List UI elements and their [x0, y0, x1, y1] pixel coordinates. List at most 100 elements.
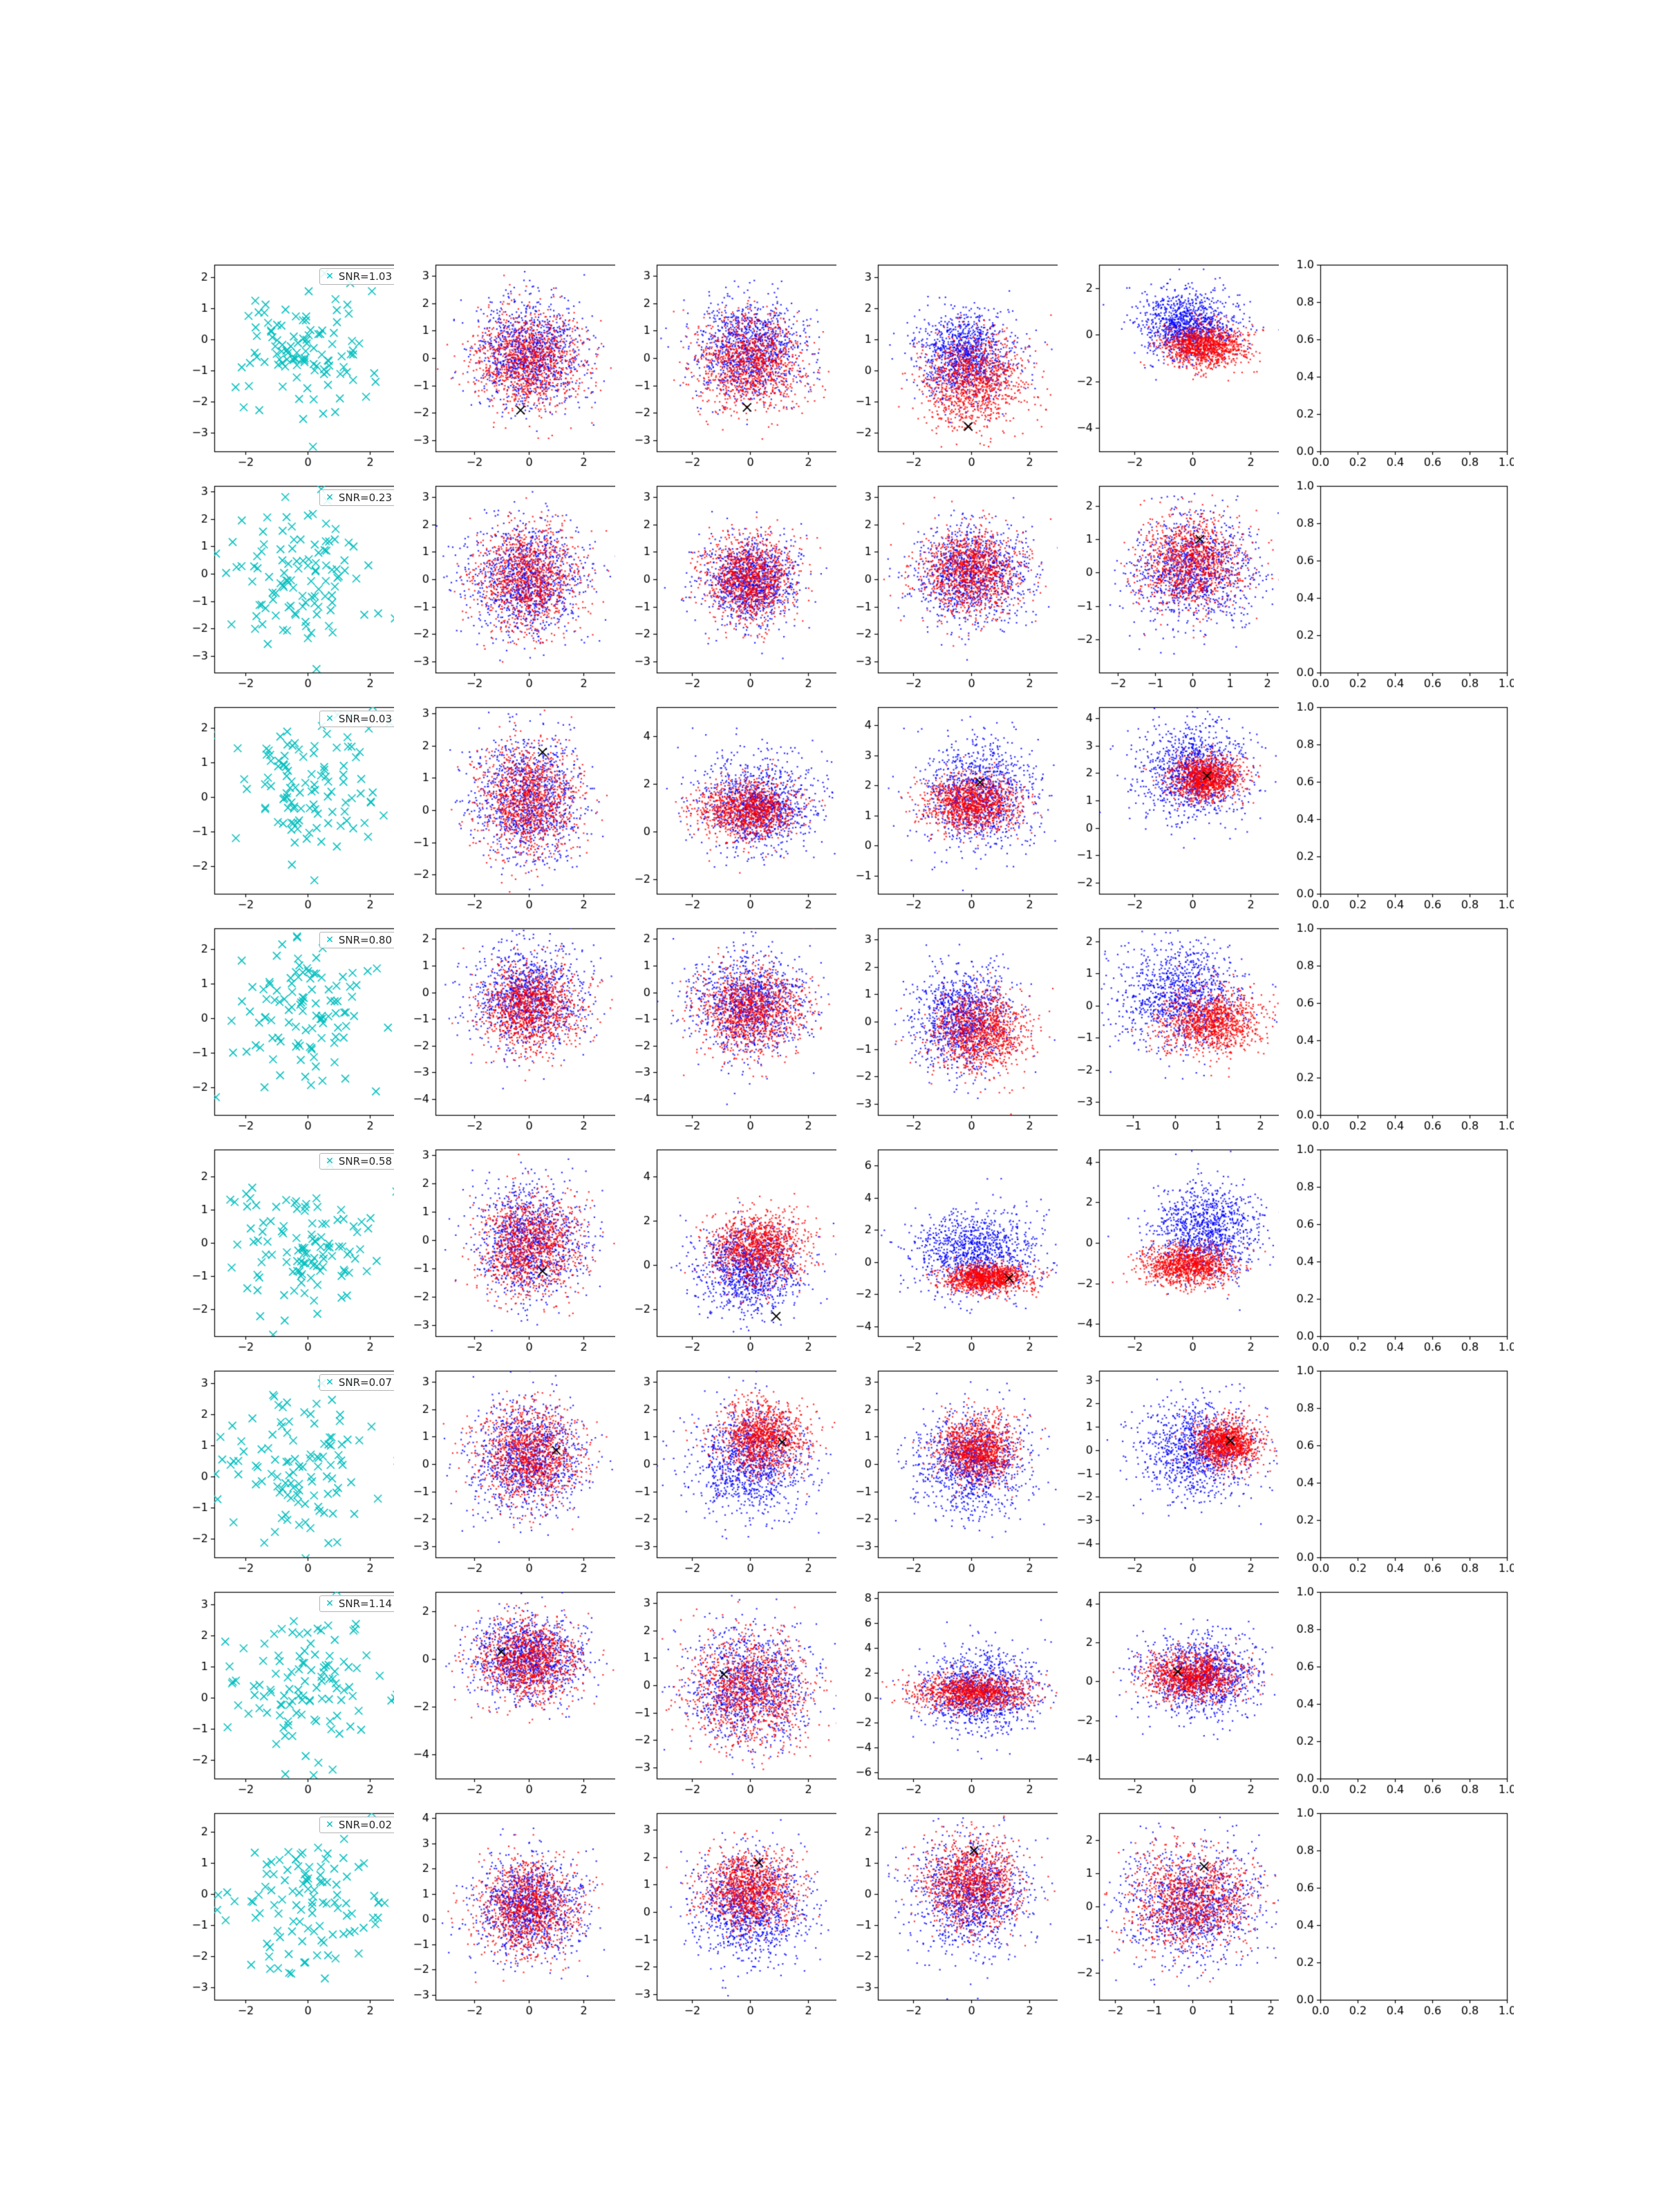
plot-canvas — [615, 1582, 850, 1806]
subplot-r1c3 — [615, 254, 850, 479]
plot-canvas — [1279, 918, 1514, 1143]
subplot-r8c6 — [1279, 1803, 1514, 2027]
plot-canvas — [1279, 1582, 1514, 1806]
legend-x-marker-icon: ✕ — [326, 271, 334, 282]
subplot-r5c1: ✕ SNR=0.58 — [173, 1139, 408, 1364]
legend-x-marker-icon: ✕ — [326, 492, 334, 503]
legend-label: SNR=0.03 — [338, 713, 392, 725]
legend-label: SNR=0.80 — [338, 934, 392, 946]
plot-canvas — [836, 1803, 1071, 2027]
subplot-r6c6 — [1279, 1360, 1514, 1585]
legend-x-marker-icon: ✕ — [326, 1598, 334, 1609]
legend-x-marker-icon: ✕ — [326, 1377, 334, 1388]
legend-x-marker-icon: ✕ — [326, 713, 334, 724]
subplot-r7c2 — [394, 1582, 629, 1806]
subplot-r1c1: ✕ SNR=1.03 — [173, 254, 408, 479]
plot-canvas — [615, 697, 850, 921]
plot-canvas — [615, 1360, 850, 1585]
plot-canvas — [615, 254, 850, 479]
plot-canvas — [394, 918, 629, 1143]
plot-canvas — [615, 1139, 850, 1364]
subplot-r4c3 — [615, 918, 850, 1143]
plot-canvas — [173, 1139, 408, 1364]
plot-canvas — [1058, 918, 1293, 1143]
subplot-r1c4 — [836, 254, 1071, 479]
subplot-r7c6 — [1279, 1582, 1514, 1806]
subplot-r3c5 — [1058, 697, 1293, 921]
subplot-r5c2 — [394, 1139, 629, 1364]
plot-canvas — [173, 1582, 408, 1806]
subplot-r2c2 — [394, 476, 629, 700]
legend-label: SNR=0.58 — [338, 1155, 392, 1168]
subplot-r4c6 — [1279, 918, 1514, 1143]
plot-canvas — [836, 254, 1071, 479]
plot-canvas — [1279, 254, 1514, 479]
plot-canvas — [394, 697, 629, 921]
snr-legend: ✕ SNR=0.23 — [319, 489, 398, 506]
subplot-r2c4 — [836, 476, 1071, 700]
plot-canvas — [615, 918, 850, 1143]
plot-canvas — [1058, 1360, 1293, 1585]
legend-label: SNR=1.14 — [338, 1597, 392, 1610]
subplot-r4c2 — [394, 918, 629, 1143]
plot-canvas — [1279, 1139, 1514, 1364]
subplot-r3c4 — [836, 697, 1071, 921]
subplot-r8c5 — [1058, 1803, 1293, 2027]
subplot-r2c1: ✕ SNR=0.23 — [173, 476, 408, 700]
plot-canvas — [394, 1582, 629, 1806]
plot-canvas — [1058, 1582, 1293, 1806]
plot-canvas — [615, 1803, 850, 2027]
legend-x-marker-icon: ✕ — [326, 935, 334, 946]
plot-canvas — [836, 476, 1071, 700]
snr-legend: ✕ SNR=1.14 — [319, 1595, 398, 1612]
plot-canvas — [1279, 1360, 1514, 1585]
subplot-r4c5 — [1058, 918, 1293, 1143]
plot-canvas — [394, 476, 629, 700]
plot-canvas — [836, 1582, 1071, 1806]
snr-legend: ✕ SNR=0.02 — [319, 1817, 398, 1833]
legend-x-marker-icon: ✕ — [326, 1156, 334, 1167]
subplot-r1c5 — [1058, 254, 1293, 479]
subplot-r8c4 — [836, 1803, 1071, 2027]
subplot-r5c3 — [615, 1139, 850, 1364]
subplot-r7c1: ✕ SNR=1.14 — [173, 1582, 408, 1806]
subplot-r8c2 — [394, 1803, 629, 2027]
plot-canvas — [836, 1360, 1071, 1585]
legend-label: SNR=0.07 — [338, 1376, 392, 1389]
subplot-r4c1: ✕ SNR=0.80 — [173, 918, 408, 1143]
subplot-r6c5 — [1058, 1360, 1293, 1585]
snr-legend: ✕ SNR=1.03 — [319, 268, 398, 285]
plot-canvas — [394, 1803, 629, 2027]
plot-canvas — [173, 1360, 408, 1585]
subplot-r6c2 — [394, 1360, 629, 1585]
plot-canvas — [1058, 476, 1293, 700]
legend-x-marker-icon: ✕ — [326, 1819, 334, 1830]
plot-canvas — [836, 918, 1071, 1143]
subplot-r8c3 — [615, 1803, 850, 2027]
plot-canvas — [394, 1139, 629, 1364]
plot-canvas — [615, 476, 850, 700]
subplot-r6c1: ✕ SNR=0.07 — [173, 1360, 408, 1585]
plot-canvas — [1058, 254, 1293, 479]
plot-canvas — [1058, 1803, 1293, 2027]
subplot-r7c3 — [615, 1582, 850, 1806]
legend-label: SNR=0.23 — [338, 491, 392, 504]
subplot-r5c6 — [1279, 1139, 1514, 1364]
plot-canvas — [1279, 476, 1514, 700]
subplot-r5c4 — [836, 1139, 1071, 1364]
plot-canvas — [1058, 697, 1293, 921]
plot-canvas — [836, 697, 1071, 921]
plot-canvas — [394, 1360, 629, 1585]
plot-canvas — [394, 254, 629, 479]
subplot-r3c2 — [394, 697, 629, 921]
plot-canvas — [173, 918, 408, 1143]
subplot-r4c4 — [836, 918, 1071, 1143]
subplot-r7c4 — [836, 1582, 1071, 1806]
plot-canvas — [173, 476, 408, 700]
subplot-r3c1: ✕ SNR=0.03 — [173, 697, 408, 921]
subplot-r6c4 — [836, 1360, 1071, 1585]
plot-canvas — [1279, 1803, 1514, 2027]
subplot-r3c6 — [1279, 697, 1514, 921]
subplot-r7c5 — [1058, 1582, 1293, 1806]
subplot-r6c3 — [615, 1360, 850, 1585]
